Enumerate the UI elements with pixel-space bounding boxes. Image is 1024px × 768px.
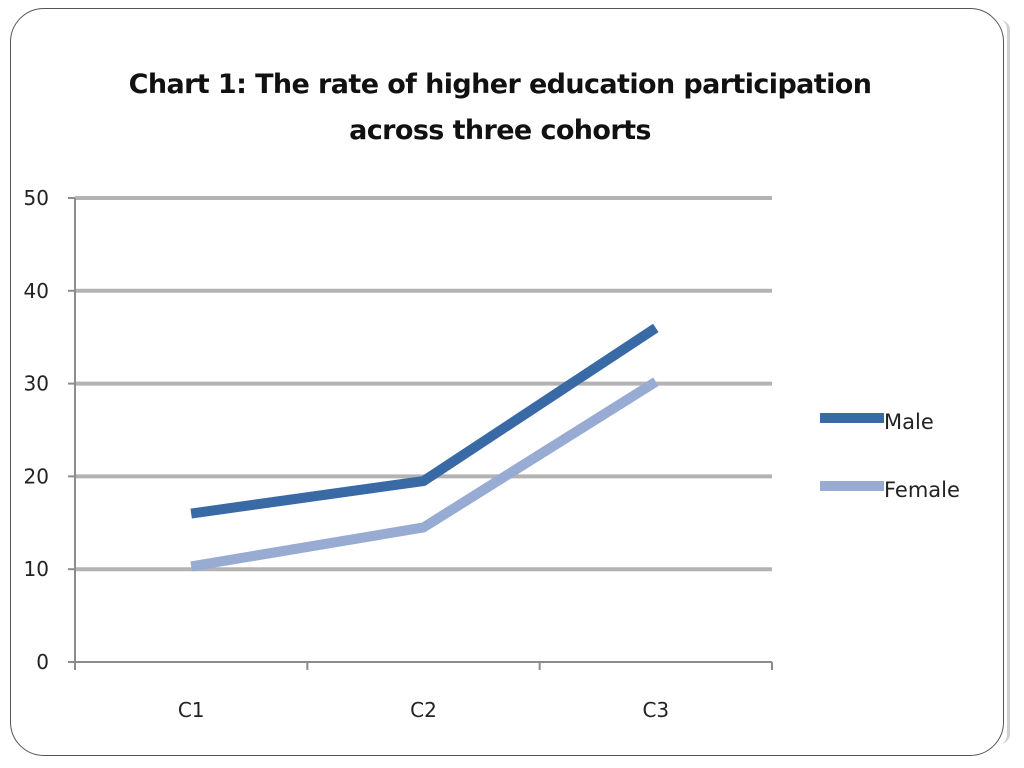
- axes: [68, 197, 773, 670]
- x-tick-label-C2: C2: [410, 698, 437, 722]
- y-tick-label-10: 10: [24, 557, 49, 581]
- chart-title: Chart 1: The rate of higher education pa…: [100, 62, 900, 154]
- x-tick-label-C1: C1: [178, 698, 205, 722]
- y-tick-label-30: 30: [24, 372, 49, 396]
- gridlines: [75, 196, 772, 572]
- legend-label-female: Female: [884, 478, 960, 502]
- series-line-female: [190, 377, 659, 572]
- tick-labels: 0 10 20 30 40 50 C1 C2 C3: [24, 186, 670, 722]
- series-line-male: [190, 323, 659, 519]
- x-tick-label-C3: C3: [642, 698, 669, 722]
- series-lines: [190, 323, 659, 572]
- legend: Male Female: [820, 410, 960, 502]
- y-tick-label-40: 40: [24, 279, 49, 303]
- y-tick-label-0: 0: [36, 650, 49, 674]
- chart-title-line-2: across three cohorts: [349, 115, 651, 146]
- y-tick-label-50: 50: [24, 186, 49, 210]
- y-tick-label-20: 20: [24, 464, 49, 488]
- legend-label-male: Male: [884, 410, 934, 434]
- slide-frame-shadow: [1000, 20, 1010, 744]
- chart-title-line-1: Chart 1: The rate of higher education pa…: [128, 69, 872, 100]
